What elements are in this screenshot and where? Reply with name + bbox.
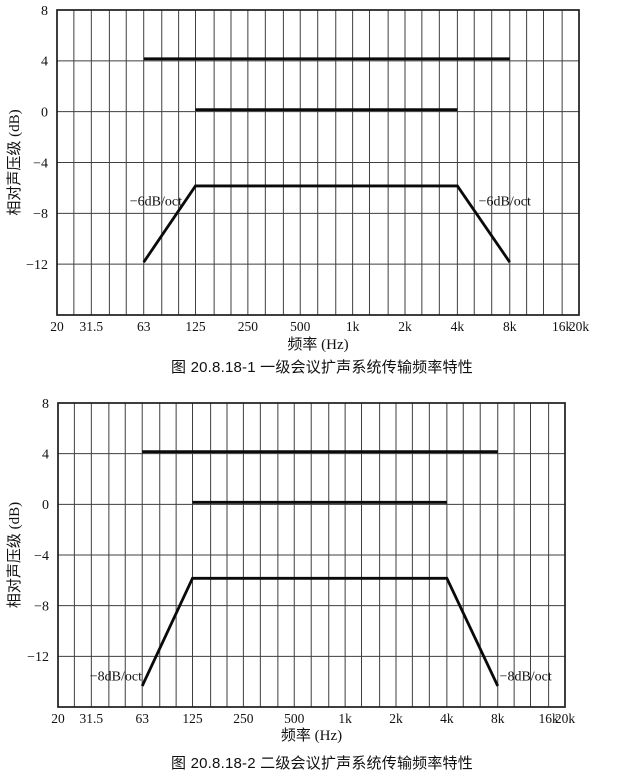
- x-tick-label: 20k: [569, 319, 590, 334]
- x-tick-label: 250: [233, 711, 254, 726]
- y-axis-title: 相对声压级 (dB): [5, 502, 23, 608]
- x-tick-label: 125: [185, 319, 206, 334]
- y-tick-label: −4: [33, 156, 48, 171]
- figure-2-caption: 图 20.8.18-2 二级会议扩声系统传输频率特性: [171, 755, 473, 772]
- x-tick-label: 20k: [555, 711, 576, 726]
- plot-border: [56, 9, 580, 316]
- x-tick-label: 20: [51, 711, 65, 726]
- y-tick-label: 0: [42, 498, 49, 513]
- y-tick-label: −4: [34, 549, 49, 564]
- x-axis-title: 频率 (Hz): [287, 336, 348, 352]
- y-tick-label: 0: [41, 105, 48, 120]
- y-tick-label: −8: [34, 599, 49, 614]
- x-tick-label: 2k: [389, 711, 403, 726]
- lower-limit-line: [140, 576, 500, 687]
- y-axis-title: 相对声压级 (dB): [5, 109, 23, 215]
- y-tick-label: −12: [26, 258, 48, 273]
- y-tick-label: 8: [42, 397, 49, 412]
- lower-limit-line: [142, 184, 511, 263]
- x-tick-label: 500: [284, 711, 305, 726]
- x-tick-label: 16k: [538, 711, 559, 726]
- x-tick-label: 4k: [451, 319, 465, 334]
- x-tick-label: 1k: [338, 711, 352, 726]
- plot-border: [57, 402, 566, 708]
- slope-annotation: −8dB/oct: [500, 669, 552, 684]
- x-axis-title: 频率 (Hz): [281, 727, 342, 744]
- x-tick-label: 125: [182, 711, 203, 726]
- x-tick-label: 31.5: [80, 711, 104, 726]
- x-tick-label: 8k: [503, 319, 517, 334]
- x-tick-label: 1k: [346, 319, 360, 334]
- slope-annotation: −6dB/oct: [130, 195, 182, 210]
- figure-2: 8 4 0 −4 −8 −12 20 31.5 63 125 250 500 1k 2k 4k 8k 16k 20…: [0, 378, 644, 774]
- x-tick-label: 4k: [440, 711, 454, 726]
- x-tick-label: 250: [238, 319, 259, 334]
- slope-annotation: −8dB/oct: [90, 669, 142, 684]
- x-tick-label: 2k: [398, 319, 412, 334]
- x-tick-label: 500: [290, 319, 311, 334]
- slope-annotation: −6dB/oct: [479, 195, 531, 210]
- figure-1: 8 4 0 −4 −8 −12 20 31.5 63 125 250 500 1k 2k 4k 8k 16k 20…: [0, 0, 644, 378]
- y-tick-label: 4: [41, 55, 48, 70]
- y-tick-label: −8: [33, 207, 48, 222]
- y-tick-label: −12: [27, 650, 49, 665]
- x-tick-label: 16k: [552, 319, 573, 334]
- x-tick-label: 63: [137, 319, 151, 334]
- y-tick-label: 4: [42, 447, 49, 462]
- x-tick-label: 8k: [491, 711, 505, 726]
- y-tick-label: 8: [41, 4, 48, 19]
- chart-1-frequency-response-plot: 8 4 0 −4 −8 −12 20 31.5 63 125 250 500 1k 2k 4k 8k 16k20…: [5, 4, 590, 352]
- x-tick-label: 63: [135, 711, 149, 726]
- x-tick-label: 31.5: [80, 319, 104, 334]
- x-tick-label: 20: [50, 319, 64, 334]
- chart-2-frequency-response-plot: 8 4 0 −4 −8 −12 20 31.5 63 125 250 500 1k 2k 4k 8k 16k20…: [5, 397, 576, 744]
- figure-1-caption: 图 20.8.18-1 一级会议扩声系统传输频率特性: [171, 359, 473, 376]
